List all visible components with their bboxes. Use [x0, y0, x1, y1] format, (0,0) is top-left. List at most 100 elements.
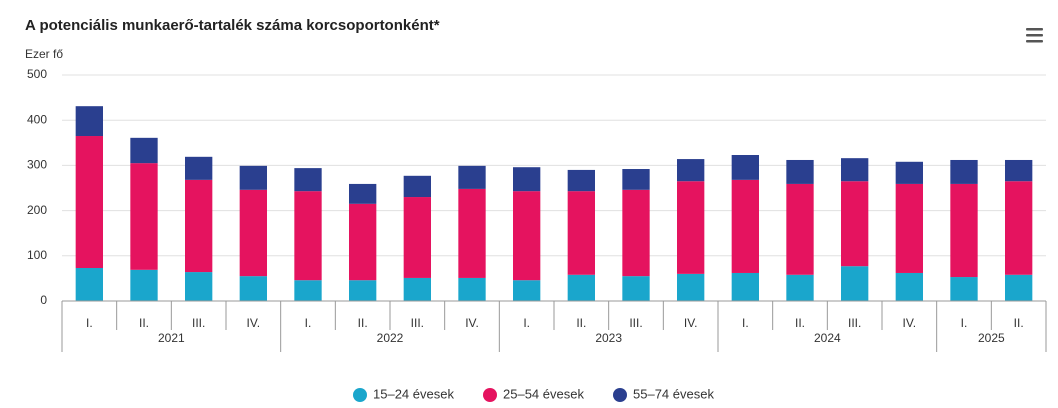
bar-segment — [239, 165, 267, 190]
bar-segment — [731, 272, 759, 301]
legend: 15–24 évesek 25–54 évesek 55–74 évesek — [353, 386, 714, 402]
group-label: 2021 — [158, 331, 185, 345]
y-tick-label: 400 — [27, 112, 47, 126]
bar-segment — [239, 276, 267, 301]
bar-segment — [294, 168, 322, 192]
bar-segment — [513, 191, 541, 281]
legend-item[interactable]: 55–74 évesek — [613, 386, 714, 402]
bar-segment — [513, 167, 541, 192]
y-tick-label: 0 — [40, 293, 47, 307]
bar-segment — [622, 189, 650, 277]
bar-segment — [567, 274, 595, 301]
x-tick-label: II. — [576, 316, 586, 330]
legend-marker — [483, 388, 497, 402]
bar-segment — [731, 179, 759, 273]
bar-segment — [185, 179, 213, 273]
bar-segment — [75, 136, 103, 269]
bar-segment — [458, 277, 486, 301]
bar-segment — [130, 269, 158, 301]
menu-bar — [1026, 40, 1043, 43]
x-tick-label: III. — [629, 316, 642, 330]
bar-segment — [294, 280, 322, 301]
x-tick-label: II. — [795, 316, 805, 330]
bar-segment — [731, 155, 759, 180]
bar-segment — [185, 272, 213, 301]
group-label: 2025 — [978, 331, 1005, 345]
bar-segment — [567, 191, 595, 275]
bar-segment — [349, 203, 377, 281]
y-tick-label: 300 — [27, 158, 47, 172]
bar-segment — [841, 266, 869, 301]
legend-marker — [353, 388, 367, 402]
x-tick-label: I. — [961, 316, 968, 330]
bar-segment — [130, 163, 158, 270]
bar-segment — [950, 159, 978, 184]
bar-segment — [677, 273, 705, 301]
x-tick-label: III. — [192, 316, 205, 330]
bar-segment — [1005, 159, 1033, 182]
x-tick-label: I. — [86, 316, 93, 330]
x-tick-label: II. — [1014, 316, 1024, 330]
bar-segment — [75, 106, 103, 137]
bar-segment — [294, 191, 322, 281]
x-tick-label: I. — [742, 316, 749, 330]
y-tick-label: 200 — [27, 203, 47, 217]
bar-segment — [349, 183, 377, 204]
bar-segment — [895, 183, 923, 273]
bar-segment — [786, 159, 814, 184]
x-tick-label: IV. — [247, 316, 261, 330]
bar-segment — [841, 181, 869, 267]
y-tick-label: 500 — [27, 67, 47, 81]
bar-segment — [677, 181, 705, 274]
group-label: 2022 — [377, 331, 404, 345]
x-tick-label: IV. — [465, 316, 479, 330]
bar-segment — [786, 274, 814, 301]
bar-segment — [1005, 181, 1033, 275]
legend-label: 55–74 évesek — [633, 386, 714, 401]
y-tick-label: 100 — [27, 248, 47, 262]
bar-segment — [841, 158, 869, 182]
chart-title: A potenciális munkaerő-tartalék száma ko… — [25, 17, 440, 34]
bar-segment — [349, 280, 377, 301]
bar-segment — [185, 156, 213, 180]
bar-segment — [622, 169, 650, 190]
legend-item[interactable]: 15–24 évesek — [353, 386, 454, 402]
bar-segment — [786, 183, 814, 275]
menu-bar — [1026, 28, 1043, 31]
bar-segment — [567, 169, 595, 192]
x-tick-label: I. — [523, 316, 530, 330]
bar-segment — [1005, 274, 1033, 301]
x-tick-label: II. — [139, 316, 149, 330]
bar-segment — [239, 189, 267, 277]
legend-marker — [613, 388, 627, 402]
bar-segment — [75, 268, 103, 301]
x-tick-label: II. — [358, 316, 368, 330]
bar-segment — [677, 159, 705, 182]
bar-segment — [458, 165, 486, 189]
group-label: 2023 — [595, 331, 622, 345]
x-tick-label: IV. — [684, 316, 698, 330]
legend-label: 25–54 évesek — [503, 386, 584, 401]
bar-segment — [622, 276, 650, 301]
group-label: 2024 — [814, 331, 841, 345]
legend-item[interactable]: 25–54 évesek — [483, 386, 584, 402]
bar-segment — [403, 197, 431, 278]
bar-segment — [403, 175, 431, 198]
x-tick-label: IV. — [903, 316, 917, 330]
legend-label: 15–24 évesek — [373, 386, 454, 401]
menu-button[interactable] — [1026, 28, 1043, 43]
x-tick-label: III. — [848, 316, 861, 330]
bar-segment — [950, 183, 978, 278]
bar-segment — [950, 277, 978, 301]
x-tick-label: I. — [305, 316, 312, 330]
x-tick-label: III. — [411, 316, 424, 330]
bar-segment — [895, 272, 923, 301]
bar-segment — [403, 277, 431, 301]
bar-segment — [458, 188, 486, 278]
bar-segment — [895, 161, 923, 184]
bar-segment — [513, 280, 541, 301]
bar-segment — [130, 137, 158, 164]
menu-bar — [1026, 34, 1043, 37]
y-axis-label: Ezer fő — [25, 47, 63, 61]
